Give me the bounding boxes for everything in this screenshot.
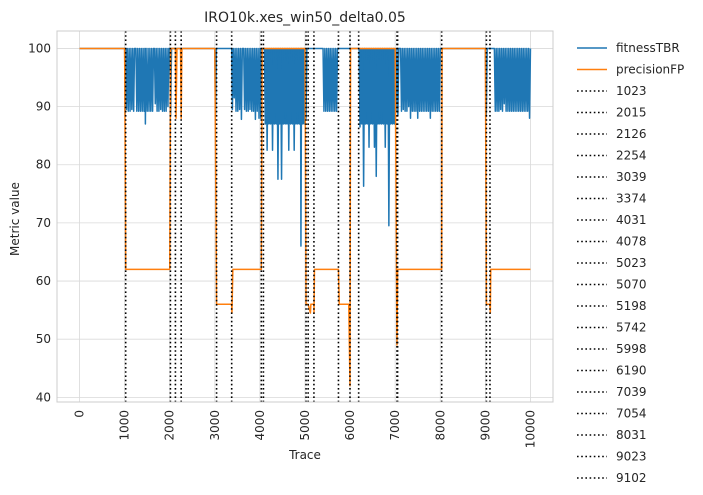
y-tick-label: 40: [36, 390, 51, 404]
legend-label: 5998: [616, 342, 647, 356]
legend-label: 5742: [616, 321, 647, 335]
x-tick-label: 6000: [343, 410, 357, 441]
legend-label: 1023: [616, 84, 647, 98]
legend-label: 5023: [616, 256, 647, 270]
legend-label: 3039: [616, 170, 647, 184]
legend-label: 3374: [616, 192, 647, 206]
x-tick-label: 0: [73, 410, 87, 418]
y-tick-label: 100: [28, 41, 51, 55]
legend-label: precisionFP: [616, 63, 684, 77]
x-tick-label: 4000: [253, 410, 267, 441]
y-tick-label: 70: [36, 216, 51, 230]
legend-label: fitnessTBR: [616, 41, 680, 55]
legend-label: 5070: [616, 278, 647, 292]
legend-label: 2254: [616, 149, 647, 163]
plot-area: 0 1000 2000 3000 4000 5000 6000 7000 8000 9000 100…: [28, 30, 554, 448]
legend-label: 6190: [616, 364, 647, 378]
legend-label: 9102: [616, 471, 647, 485]
y-tick-label: 80: [36, 158, 51, 172]
legend: fitnessTBR precisionFP 1023 2015 2126 2254 303…: [577, 41, 684, 485]
y-axis-label: Metric value: [8, 182, 22, 256]
legend-label: 9023: [616, 450, 647, 464]
chart-title: IRO10k.xes_win50_delta0.05: [204, 10, 406, 26]
legend-label: 2126: [616, 127, 647, 141]
x-tick-label: 5000: [298, 410, 312, 441]
x-tick-label: 1000: [118, 410, 132, 441]
x-tick-label: 7000: [388, 410, 402, 441]
legend-label: 4078: [616, 235, 647, 249]
legend-label: 4031: [616, 213, 647, 227]
legend-label: 5198: [616, 299, 647, 313]
x-tick-label: 2000: [163, 410, 177, 441]
legend-label: 7039: [616, 385, 647, 399]
x-tick-label: 9000: [478, 410, 492, 441]
fitness-series-line: [79, 47, 532, 247]
y-tick-label: 90: [36, 100, 51, 114]
y-tick-label: 50: [36, 332, 51, 346]
x-tick-label: 3000: [208, 410, 222, 441]
x-tick-label: 10000: [523, 410, 537, 448]
legend-label: 8031: [616, 428, 647, 442]
legend-label: 2015: [616, 106, 647, 120]
x-tick-label: 8000: [433, 410, 447, 441]
y-tick-label: 60: [36, 274, 51, 288]
legend-label: 7054: [616, 407, 647, 421]
plot-frame: [56, 30, 554, 403]
x-axis-label: Trace: [288, 448, 321, 462]
